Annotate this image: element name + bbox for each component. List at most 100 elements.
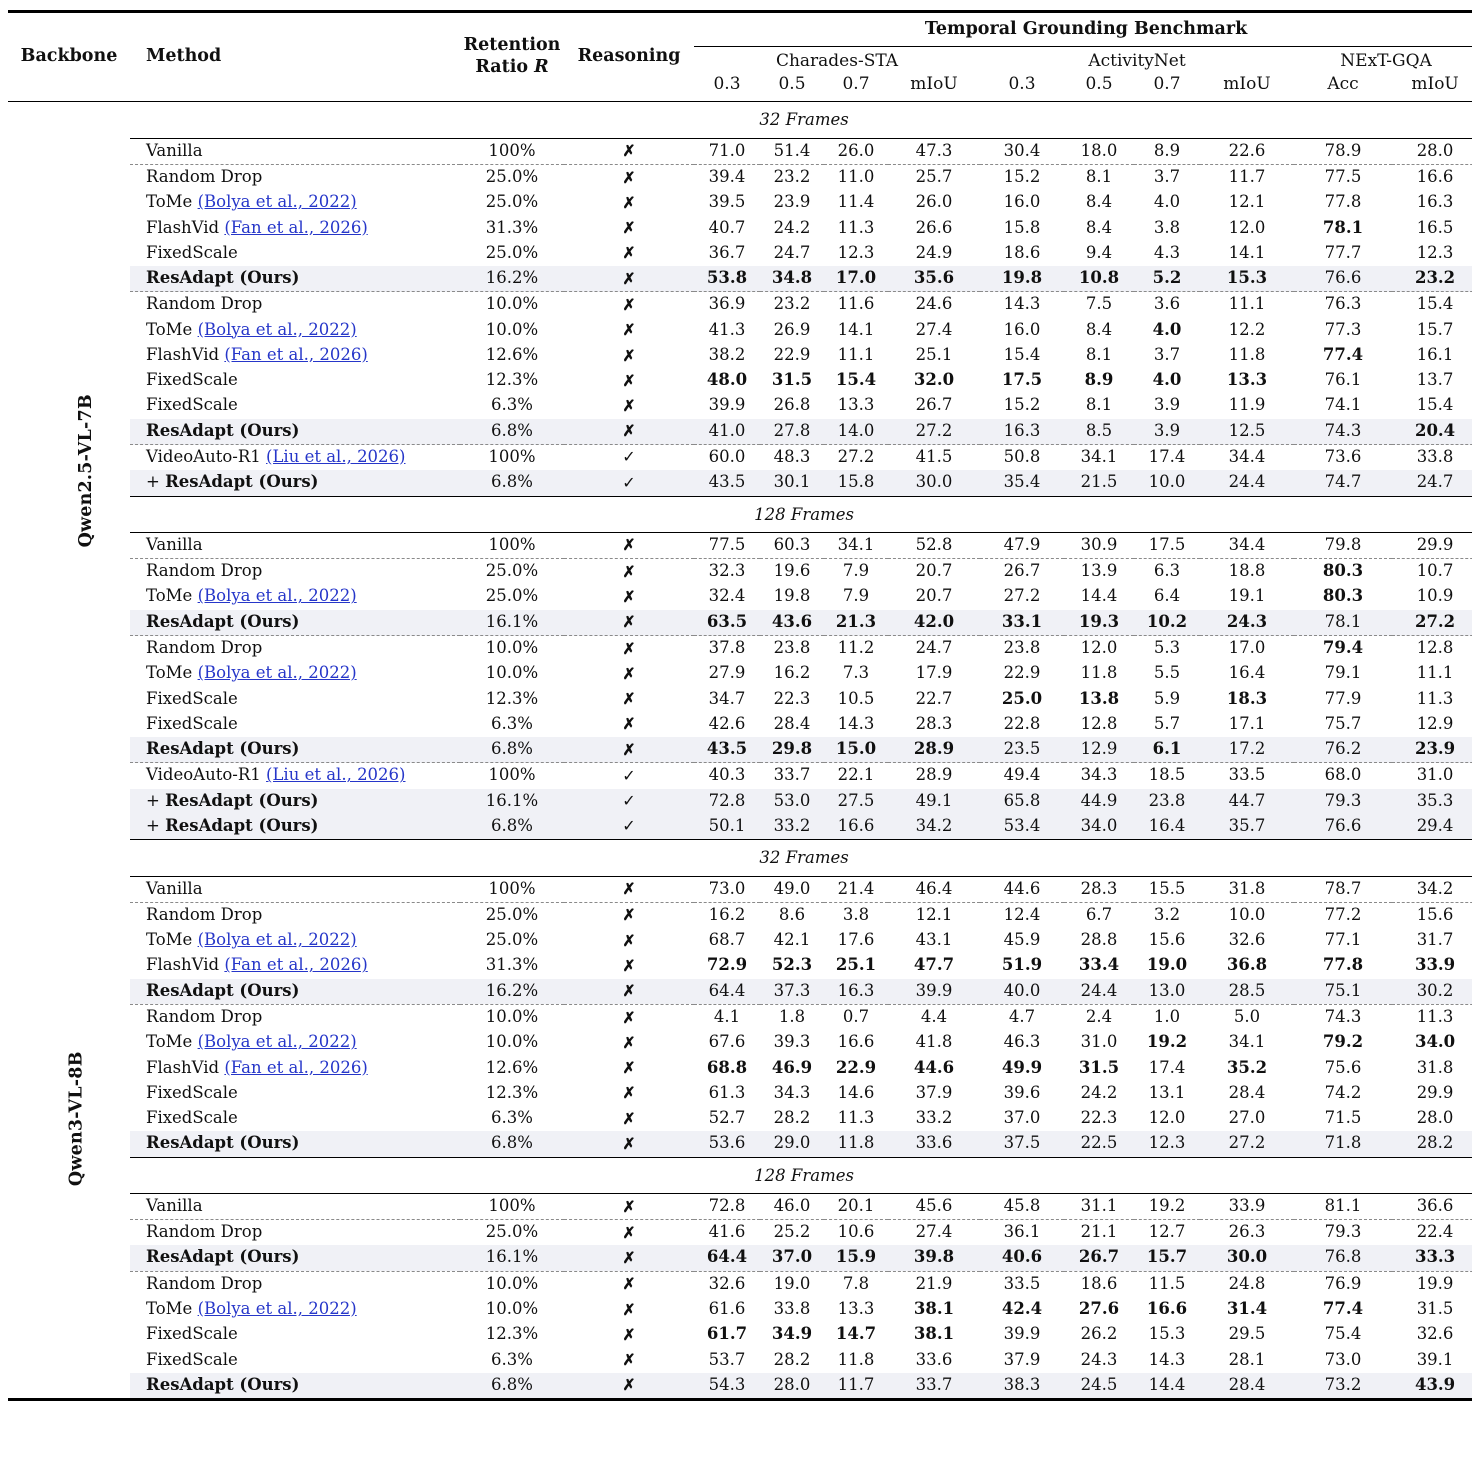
- citation-link[interactable]: (Fan et al., 2026): [224, 1057, 368, 1077]
- retention-ratio-cell: 6.8%: [491, 472, 533, 492]
- metric-cell: 39.9: [888, 978, 980, 1005]
- metric-cell: 41.6: [708, 1222, 746, 1242]
- metric-cell: 35.6: [888, 266, 980, 293]
- metric-cell: 39.1: [1416, 1349, 1454, 1369]
- citation-link[interactable]: (Bolya et al., 2022): [197, 319, 357, 339]
- metric-cell: 79.3: [1324, 1222, 1362, 1242]
- metric-cell: 16.4: [1148, 815, 1186, 835]
- metric-cell: 75.7: [1324, 713, 1362, 733]
- metric-cell: 12.3: [1148, 1133, 1186, 1153]
- table-row: + ResAdapt (Ours) 6.8% ✓ 43.5 30.1 15.8 30.0 35…: [8, 470, 1472, 497]
- benchmark-name-next-gqa: NExT-GQA: [1340, 50, 1432, 71]
- metric-cell: 39.3: [773, 1032, 811, 1052]
- benchmark-name-activitynet: ActivityNet: [1088, 50, 1186, 71]
- table-row: Vanilla 100% ✗ 73.0 49.0 21.4 46.4 44.6 28.3 15.5…: [8, 876, 1472, 903]
- retention-ratio-cell: 16.2%: [460, 978, 564, 1005]
- metric-cell: 2.4: [1085, 1006, 1113, 1026]
- method-name: Random Drop: [146, 166, 263, 186]
- metric-cell: 19.2: [1134, 1193, 1200, 1221]
- metric-cell: 51.4: [760, 138, 824, 165]
- table-row: ResAdapt (Ours) 6.8% ✗ 41.0 27.8 14.0 27.2 16.3…: [8, 418, 1472, 446]
- subcol-nextgqa-miou: mIoU: [1392, 73, 1472, 103]
- metric-cell: 39.4: [708, 166, 746, 186]
- metric-cell: 71.0: [694, 138, 760, 165]
- citation-link[interactable]: (Bolya et al., 2022): [197, 192, 357, 212]
- method-name: ToMe: [146, 1032, 193, 1052]
- metric-cell: 79.4: [1322, 638, 1364, 657]
- metric-cell: 79.1: [1324, 663, 1362, 683]
- metric-cell: 16.6: [837, 1032, 875, 1052]
- metric-cell: 14.1: [1228, 242, 1266, 262]
- metric-cell: 10.9: [1416, 586, 1454, 606]
- retention-ratio-cell: 25.0%: [485, 586, 539, 606]
- method-name: FlashVid: [146, 217, 220, 237]
- metric-cell: 39.6: [1003, 1082, 1041, 1102]
- citation-link[interactable]: (Bolya et al., 2022): [197, 930, 357, 950]
- metric-cell: 8.1: [1085, 395, 1113, 415]
- metric-cell: 42.6: [708, 713, 746, 733]
- metric-cell: 8.9: [1084, 370, 1114, 390]
- metric-cell: 28.5: [1200, 978, 1294, 1005]
- metric-cell: 77.5: [1324, 166, 1362, 186]
- metric-cell: 38.1: [913, 1299, 955, 1319]
- table-row: ResAdapt (Ours) 16.1% ✗ 63.5 43.6 21.3 42.0 33.…: [8, 609, 1472, 636]
- table-row: Vanilla 100% ✗ 72.8 46.0 20.1 45.6 45.8 31.1 19.2…: [8, 1193, 1472, 1221]
- retention-ratio-cell: 12.3%: [485, 688, 539, 708]
- metric-cell: 80.3: [1322, 561, 1364, 581]
- metric-cell: 65.8: [1003, 790, 1041, 810]
- citation-link[interactable]: (Liu et al., 2026): [266, 447, 406, 467]
- citation-link[interactable]: (Bolya et al., 2022): [197, 586, 357, 606]
- metric-cell: 12.0: [1080, 638, 1118, 657]
- metric-cell: 10.5: [837, 688, 875, 708]
- metric-cell: 42.4: [1001, 1299, 1043, 1319]
- metric-cell: 14.1: [837, 319, 875, 339]
- table-row: FixedScale 6.3% ✗ 42.6 28.4 14.3 28.3 22.8 12.8 5…: [8, 712, 1472, 737]
- retention-ratio-cell: 10.0%: [485, 638, 539, 657]
- metric-cell: 24.7: [915, 638, 953, 657]
- metric-cell: 22.5: [1080, 1133, 1118, 1153]
- metric-cell: 35.3: [1416, 790, 1454, 810]
- method-cell: FlashVid (Fan et al., 2026): [130, 343, 460, 368]
- reasoning-cross-icon: ✗: [622, 1058, 636, 1078]
- citation-link[interactable]: (Fan et al., 2026): [224, 344, 368, 364]
- metric-cell: 72.8: [708, 790, 746, 810]
- metric-cell: 19.6: [773, 561, 811, 581]
- metric-cell: 29.9: [1392, 532, 1472, 560]
- metric-cell: 7.9: [842, 586, 870, 606]
- method-name: ToMe: [146, 1299, 193, 1319]
- citation-link[interactable]: (Bolya et al., 2022): [197, 1299, 357, 1319]
- metric-cell: 11.8: [837, 1349, 875, 1369]
- metric-cell: 16.4: [1228, 663, 1266, 683]
- metric-cell: 47.9: [980, 532, 1064, 560]
- reasoning-cross-icon: ✗: [622, 320, 636, 340]
- metric-cell: 16.2: [708, 904, 746, 924]
- citation-link[interactable]: (Fan et al., 2026): [224, 217, 368, 237]
- metric-cell: 25.7: [915, 166, 953, 186]
- metric-cell: 24.5: [1080, 1374, 1118, 1394]
- metric-cell: 15.4: [1003, 344, 1041, 364]
- metric-cell: 79.2: [1322, 1032, 1364, 1052]
- method-name: FixedScale: [146, 370, 238, 390]
- metric-cell: 37.0: [1003, 1108, 1041, 1128]
- method-name: Vanilla: [146, 878, 203, 898]
- metric-cell: 24.9: [915, 242, 953, 262]
- citation-link[interactable]: (Bolya et al., 2022): [197, 1032, 357, 1052]
- metric-cell: 28.4: [773, 713, 811, 733]
- metric-cell: 19.8: [980, 266, 1064, 293]
- method-cell: FixedScale: [130, 368, 460, 393]
- citation-link[interactable]: (Bolya et al., 2022): [197, 663, 357, 683]
- method-name: ResAdapt (Ours): [165, 472, 319, 492]
- metric-cell: 19.1: [1228, 586, 1266, 606]
- metric-cell: 29.5: [1228, 1324, 1266, 1344]
- method-cell: ToMe (Bolya et al., 2022): [130, 318, 460, 343]
- citation-link[interactable]: (Fan et al., 2026): [224, 955, 368, 975]
- citation-link[interactable]: (Liu et al., 2026): [266, 765, 406, 785]
- metric-cell: 12.0: [1228, 217, 1266, 237]
- metric-cell: 17.0: [824, 266, 888, 293]
- method-cell: ResAdapt (Ours): [130, 266, 460, 293]
- metric-cell: 8.5: [1064, 418, 1134, 446]
- metric-cell: 74.3: [1324, 1006, 1362, 1026]
- metric-cell: 16.3: [824, 978, 888, 1005]
- metric-cell: 22.1: [837, 765, 875, 785]
- frames-section-label: 32 Frames: [130, 839, 1472, 877]
